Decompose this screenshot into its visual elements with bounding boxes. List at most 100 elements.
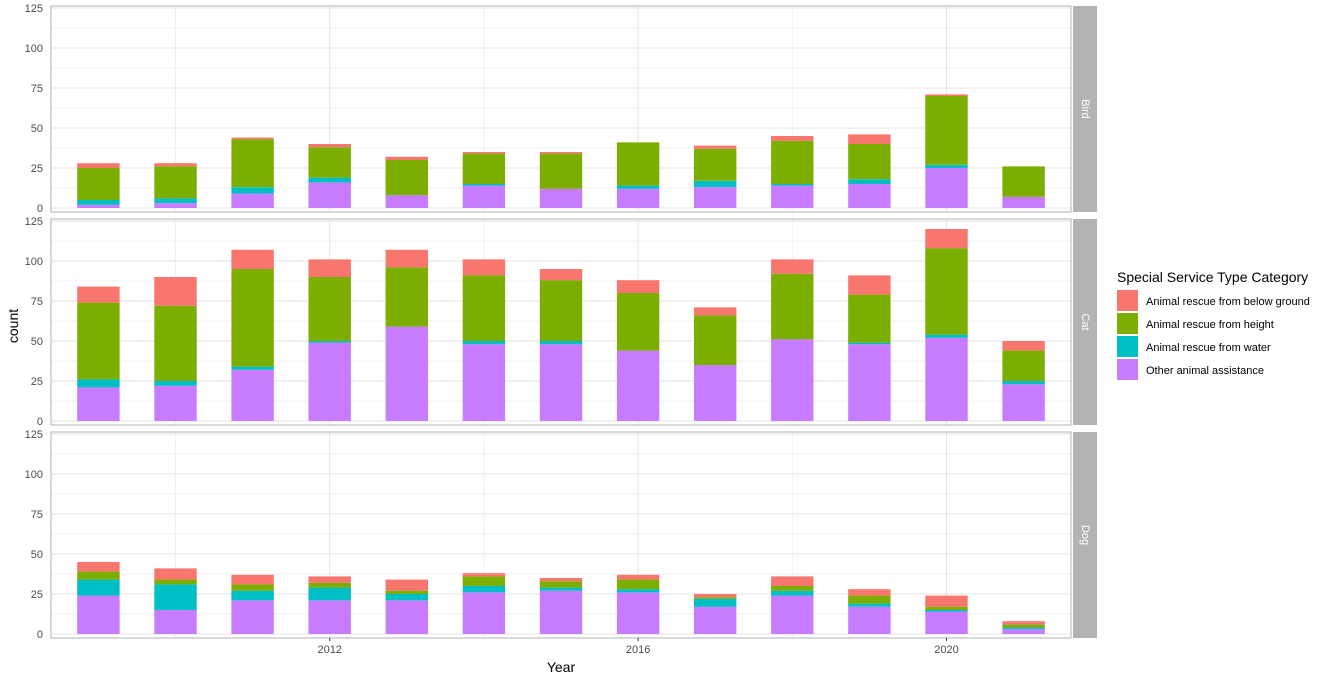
- bar-segment: [462, 275, 506, 341]
- bar-segment: [231, 590, 274, 601]
- bar-segment: [539, 152, 583, 154]
- bar-segment: [616, 350, 660, 421]
- bar-segment: [154, 166, 197, 199]
- bar-segment: [1002, 384, 1045, 421]
- bar-segment: [616, 589, 660, 593]
- y-tick-label: 50: [31, 123, 43, 135]
- bar-segment: [848, 144, 891, 180]
- facet-strip-label: Dog: [1079, 525, 1091, 545]
- bar-segment: [693, 307, 737, 316]
- legend-key: [1117, 336, 1138, 357]
- bar-segment: [231, 600, 274, 634]
- y-tick-label: 50: [31, 336, 43, 348]
- panel-border: [50, 218, 1072, 426]
- bar-segment: [231, 269, 274, 367]
- bar-segment: [308, 587, 351, 601]
- facet-strip-label: Bird: [1079, 99, 1091, 119]
- bar-segment: [848, 184, 891, 208]
- legend-key: [1117, 313, 1138, 334]
- bar-segment: [848, 606, 891, 634]
- bar-segment: [77, 163, 120, 168]
- bar-segment: [771, 595, 814, 634]
- bar-segment: [771, 590, 814, 596]
- y-tick-label: 25: [31, 589, 43, 601]
- facet-strip: [1073, 6, 1097, 212]
- bar-segment: [616, 142, 660, 186]
- bar-segment: [771, 576, 814, 586]
- legend-label: Other animal assistance: [1146, 365, 1264, 377]
- bar-segment: [925, 606, 968, 610]
- bar-segment: [925, 595, 968, 607]
- bar-segment: [385, 267, 429, 327]
- bar-segment: [385, 249, 429, 268]
- bar-segment: [154, 203, 197, 208]
- bar-segment: [308, 576, 351, 583]
- bar-segment: [848, 344, 891, 421]
- bar-segment: [616, 574, 660, 580]
- bar-segment: [1002, 350, 1045, 381]
- bar-segment: [308, 182, 351, 208]
- bar-segment: [848, 275, 891, 295]
- legend-title: Special Service Type Category: [1117, 269, 1308, 285]
- bar-segment: [385, 160, 429, 196]
- y-tick-label: 25: [31, 163, 43, 175]
- legend-label: Animal rescue from height: [1146, 319, 1274, 331]
- y-tick-label: 0: [37, 416, 43, 428]
- bar-segment: [693, 187, 737, 208]
- bar-segment: [462, 341, 506, 345]
- bar-segment: [693, 594, 737, 598]
- bar-segment: [771, 136, 814, 141]
- facet-strip: [1073, 432, 1097, 638]
- y-tick-label: 100: [25, 43, 43, 55]
- bar-segment: [308, 259, 351, 277]
- bar-segment: [771, 140, 814, 184]
- legend-key: [1117, 290, 1138, 311]
- bar-segment: [77, 379, 120, 388]
- bar-segment: [539, 280, 583, 341]
- bar-segment: [539, 188, 583, 208]
- bar-segment: [385, 594, 429, 601]
- y-tick-label: 100: [25, 469, 43, 481]
- y-tick-label: 50: [31, 549, 43, 561]
- bar-segment: [77, 200, 120, 205]
- bar-segment: [462, 259, 506, 276]
- y-tick-label: 75: [31, 296, 43, 308]
- bar-segment: [308, 177, 351, 183]
- bar-segment: [539, 578, 583, 582]
- bar-segment: [925, 96, 968, 165]
- facet-panel-bird: 0 25 50 75 100 125 Bird: [25, 3, 1097, 215]
- facet-panel-cat: 0 25 50 75 100 125 Cat: [25, 216, 1097, 428]
- bar-segment: [308, 147, 351, 178]
- bar-segment: [539, 587, 583, 591]
- x-tick-label: 2020: [934, 644, 958, 656]
- y-tick-label: 75: [31, 509, 43, 521]
- bar-segment: [385, 600, 429, 634]
- bar-segment: [231, 574, 274, 585]
- bar-segment: [848, 603, 891, 607]
- bar-segment: [616, 188, 660, 208]
- bar-segment: [462, 576, 506, 586]
- panel-border: [50, 431, 1072, 639]
- bar-segment: [848, 595, 891, 604]
- bar-segment: [693, 606, 737, 634]
- bar-segment: [231, 187, 274, 194]
- bar-segment: [925, 229, 968, 249]
- bar-segment: [693, 365, 737, 421]
- bar-segment: [462, 185, 506, 208]
- bar-segment: [771, 185, 814, 208]
- bar-segment: [925, 164, 968, 168]
- bar-segment: [925, 94, 968, 96]
- bar-segment: [539, 153, 583, 189]
- bar-segment: [308, 582, 351, 588]
- bar-segment: [462, 152, 506, 154]
- bar-segment: [925, 248, 968, 335]
- bar-segment: [693, 315, 737, 365]
- bar-segment: [925, 168, 968, 208]
- bar-segment: [462, 153, 506, 184]
- bar-segment: [154, 568, 197, 580]
- bar-segment: [154, 579, 197, 585]
- x-tick-label: 2016: [626, 644, 650, 656]
- bar-segment: [539, 344, 583, 421]
- y-tick-label: 125: [25, 216, 43, 228]
